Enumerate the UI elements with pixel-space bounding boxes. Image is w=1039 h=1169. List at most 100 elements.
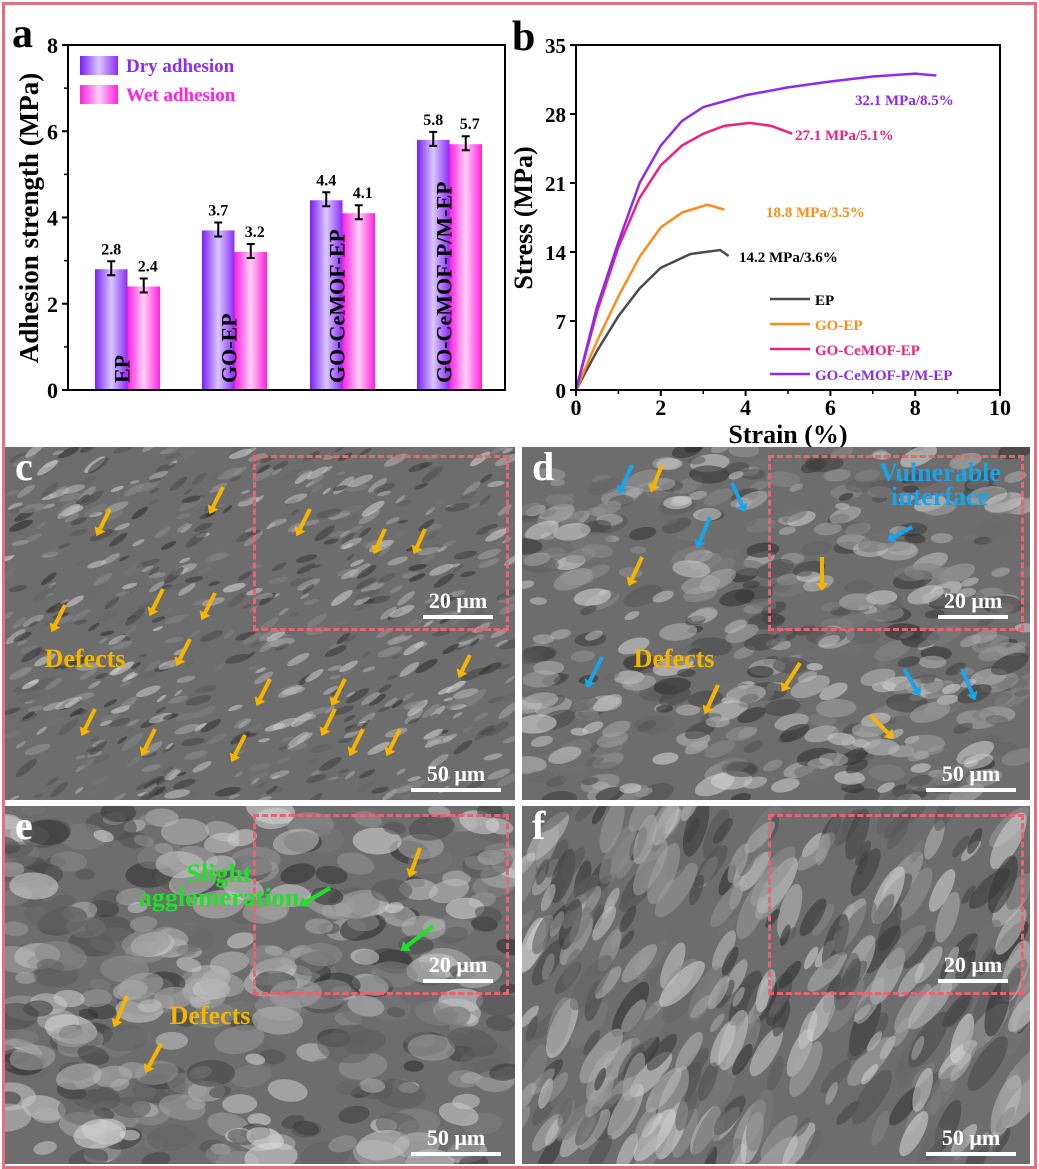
sem-grain	[175, 791, 199, 800]
sem-grain	[827, 732, 856, 746]
sem-grain	[214, 662, 226, 671]
sem-grain	[441, 870, 471, 887]
sem-grain	[709, 1013, 725, 1033]
sem-grain	[72, 608, 90, 622]
sem-grain	[25, 533, 43, 543]
sem-grain	[46, 777, 59, 786]
sem-grain	[706, 1138, 743, 1164]
sem-grain	[384, 902, 404, 914]
sem-grain	[649, 963, 662, 987]
sem-grain	[548, 746, 582, 765]
defect-arrow-icon	[98, 508, 112, 530]
sem-grain	[5, 921, 29, 937]
defect-arrowhead-icon	[702, 704, 714, 715]
error-bar	[139, 277, 148, 294]
sem-grain	[498, 638, 515, 650]
sem-grain	[633, 1108, 676, 1162]
sem-grain	[860, 668, 896, 687]
sem-grain	[266, 648, 277, 656]
data-label: 3.2	[245, 224, 265, 241]
sem-grain	[350, 948, 380, 965]
sem-grain	[474, 906, 503, 923]
legend-label: GO-CeMOF-EP	[815, 343, 920, 359]
sem-grain	[645, 939, 668, 971]
data-label: 5.8	[423, 112, 443, 129]
sem-grain	[88, 622, 100, 632]
sem-grain	[45, 605, 57, 613]
defect-arrowhead-icon	[347, 746, 359, 757]
sem-grain	[110, 485, 124, 492]
sem-grain	[227, 592, 247, 608]
sem-grain	[57, 447, 79, 459]
sem-grain	[379, 606, 397, 620]
sem-grain	[767, 1055, 784, 1091]
sem-grain	[9, 872, 59, 900]
sem-grain	[839, 593, 877, 611]
sem-grain	[438, 776, 451, 783]
sem-grain	[460, 667, 486, 681]
sem-grain	[730, 793, 752, 800]
sem-grain	[910, 763, 931, 773]
sem-grain	[308, 757, 320, 765]
sem-grain	[89, 978, 111, 992]
sem-grain	[337, 852, 375, 875]
error-bar	[107, 260, 116, 277]
sem-grain	[530, 735, 553, 747]
sem-grain	[690, 606, 715, 622]
sem-grain	[156, 694, 167, 703]
sem-grain	[1001, 748, 1030, 766]
sem-grain	[36, 958, 65, 975]
sem-grain	[76, 662, 101, 671]
sem-grain	[833, 960, 867, 1000]
sem-grain	[448, 596, 459, 601]
sem-grain	[823, 469, 851, 482]
sem-grain	[209, 482, 228, 493]
sem-grain	[357, 780, 376, 793]
sem-grain	[460, 1072, 481, 1084]
sem-grain	[44, 617, 57, 627]
bar-chart-adhesion: a 0 2 4 6 8 2.8 2.4 EP 3.7 3.2 GO-EP 4.4 4.1 GO-CeMOF…	[12, 11, 506, 403]
sem-grain	[389, 605, 415, 618]
bar-dry	[202, 230, 235, 390]
sem-grain	[772, 577, 811, 597]
sem-grain	[728, 471, 744, 480]
sem-grain	[323, 685, 339, 695]
sem-grain	[95, 673, 109, 679]
sem-grain	[966, 768, 1003, 787]
sem-grain	[53, 585, 64, 595]
sem-grain	[990, 692, 1013, 706]
sem-grain	[337, 737, 353, 744]
sem-grain	[129, 480, 140, 484]
sem-grain	[961, 577, 979, 587]
sem-grain	[186, 1060, 236, 1087]
sem-grain	[624, 610, 640, 621]
sem-grain	[532, 913, 555, 955]
sem-grain	[191, 472, 207, 486]
sem-grain	[124, 608, 145, 626]
sem-grain	[80, 989, 113, 1008]
defect-arrowhead-icon	[780, 681, 792, 692]
sem-grain	[324, 705, 335, 714]
data-label: 3.7	[208, 202, 228, 219]
sem-grain	[691, 1104, 726, 1164]
sem-grain	[815, 698, 857, 718]
sem-grain	[11, 539, 29, 546]
sem-grain	[222, 582, 246, 593]
sem-grain	[697, 1062, 718, 1102]
sem-grain	[487, 696, 504, 704]
sem-grain	[942, 993, 971, 1028]
agglomeration-arrowhead-icon	[299, 896, 310, 908]
interface-arrow-icon	[893, 525, 913, 539]
sem-grain	[60, 599, 70, 604]
sem-grain	[724, 619, 747, 634]
sem-grain	[361, 691, 381, 706]
sem-grain	[148, 572, 166, 579]
sem-grain	[887, 603, 902, 611]
sem-grain	[112, 447, 133, 454]
sem-grain	[425, 601, 440, 612]
sem-grain	[553, 523, 591, 541]
sem-grain	[294, 470, 313, 484]
interface-arrowhead-icon	[887, 531, 897, 543]
sem-grain	[137, 600, 154, 610]
